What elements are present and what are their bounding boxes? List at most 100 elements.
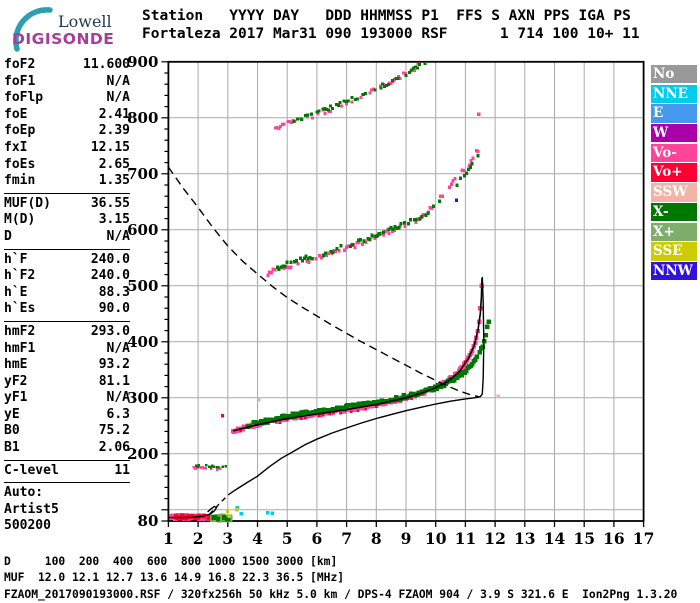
param-label: C-level [4,462,59,478]
param-row: C-level 11 [4,463,130,480]
param-value: 240.0 [90,268,130,284]
svg-text:6: 6 [312,529,323,548]
svg-text:12: 12 [484,529,506,548]
param-label: 500200 [4,518,51,534]
param-label: D [4,228,12,244]
param-row: h`F 240.0 [4,252,130,269]
legend-swatch-x+: X+ [651,222,697,241]
param-label: B1 [4,440,20,456]
legend-swatch-nne: NNE [651,84,697,104]
header-block: Station YYYY DAY DDD HHMMSS P1 FFS S AXN… [142,7,640,43]
legend-swatch-vo+: Vo+ [651,163,697,182]
param-row: hmF1 N/A [4,341,130,358]
param-value: 2.65 [98,156,130,172]
param-label: foE [4,106,28,122]
param-row: Artist5 [4,502,130,519]
svg-text:2: 2 [193,529,204,548]
param-separator [4,192,130,194]
logo-digisonde-text: DIGISONDE [12,30,115,48]
param-value: N/A [106,73,130,89]
legend-swatch-ssw: SSW [651,183,697,202]
svg-text:80: 80 [138,512,159,530]
param-label: hmF2 [4,323,36,339]
param-value: 240.0 [90,251,130,267]
param-row: M(D) 3.15 [4,212,130,229]
param-value: 93.2 [98,357,130,373]
param-row: fmin 1.35 [4,173,130,190]
param-label: MUF(D) [4,195,51,211]
param-label: Artist5 [4,501,59,517]
param-row: foFlp N/A [4,90,130,107]
header-line-1: Station YYYY DAY DDD HHMMSS P1 FFS S AXN… [142,8,631,24]
param-row: h`F2 240.0 [4,268,130,285]
footer-distance-row: D 100 200 400 600 800 1000 1500 3000 [km… [4,555,338,568]
param-value: N/A [106,340,130,356]
svg-text:4: 4 [252,529,263,548]
param-label: Auto: [4,485,44,501]
param-row: h`E 88.3 [4,285,130,302]
param-value: 1.35 [98,173,130,189]
footer-muf-row: MUF 12.0 12.1 12.7 13.6 14.9 16.8 22.3 3… [4,571,345,585]
svg-text:14: 14 [544,529,566,548]
param-value: 12.15 [90,139,130,155]
param-row: foF1 N/A [4,74,130,91]
legend-swatch-e: E [651,104,697,123]
param-label: foEp [4,123,36,139]
param-label: yF1 [4,390,28,406]
param-row: B0 75.2 [4,423,130,440]
svg-text:200: 200 [127,445,158,463]
svg-text:700: 700 [127,165,158,183]
svg-text:8: 8 [371,529,382,548]
svg-text:16: 16 [603,529,625,548]
param-row: D N/A [4,229,130,246]
param-label: h`F [4,251,28,267]
svg-text:400: 400 [127,333,158,351]
param-label: fxI [4,139,28,155]
legend-swatch-nnw: NNW [651,261,697,281]
param-row: yE 6.3 [4,407,130,424]
svg-text:10: 10 [425,529,447,548]
param-separator [4,459,130,461]
param-row: MUF(D) 36.55 [4,196,130,213]
param-label: hmE [4,357,28,373]
param-label: foF1 [4,73,36,89]
param-row: foEp 2.39 [4,123,130,140]
logo-arc-icon [13,7,53,52]
param-value: 2.06 [98,440,130,456]
param-value: 11.600 [83,57,130,72]
svg-text:800: 800 [127,109,158,127]
legend-swatch-no-val: No Val [651,65,697,84]
param-row: hmE 93.2 [4,357,130,374]
param-value: 2.41 [98,106,130,122]
svg-text:300: 300 [127,389,158,407]
footer-file-row: FZAOM_2017090193000.RSF / 320fx256h 50 k… [4,587,678,601]
param-row: 500200 [4,518,130,535]
svg-text:13: 13 [514,529,536,548]
param-separator [4,320,130,322]
param-label: B0 [4,423,20,439]
param-row: hmF2 293.0 [4,324,130,341]
param-row: yF1 N/A [4,390,130,407]
param-label: yE [4,406,20,422]
param-label: yF2 [4,373,28,389]
param-separator [4,248,130,250]
param-label: hmF1 [4,340,36,356]
svg-text:17: 17 [633,529,655,548]
param-value: 6.3 [106,406,130,422]
legend-swatch-w: W [651,124,697,143]
lowell-digisonde-logo: Lowell DIGISONDE [6,4,136,56]
param-row: foE 2.41 [4,107,130,124]
param-label: foEs [4,156,36,172]
param-value: N/A [106,390,130,406]
parameter-panel: foF2 11.600 foF1 N/A foFlp N/A foE 2.41 foEp 2.39… [4,57,130,535]
legend-swatch-x-: X- [651,202,697,222]
param-value: 2.39 [98,123,130,139]
param-label: h`Es [4,301,36,317]
param-value: N/A [106,228,130,244]
svg-text:9: 9 [401,529,412,548]
param-row: B1 2.06 [4,440,130,457]
param-label: foF2 [4,57,36,72]
param-row: yF2 81.1 [4,374,130,391]
param-value: 75.2 [98,423,130,439]
param-label: h`E [4,284,28,300]
